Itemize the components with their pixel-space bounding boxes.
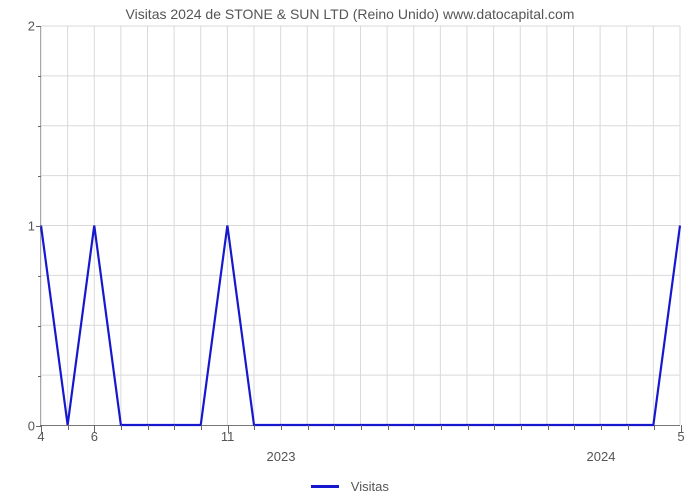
x-tick-label: 11 [221, 425, 235, 444]
chart-title: Visitas 2024 de STONE & SUN LTD (Reino U… [0, 6, 700, 22]
x-year-label: 2023 [267, 449, 296, 464]
legend: Visitas [0, 478, 700, 494]
x-tick-mark [388, 425, 389, 430]
x-tick-mark [628, 425, 629, 430]
x-tick-mark [174, 425, 175, 430]
x-tick-mark [654, 425, 655, 430]
x-tick-mark [548, 425, 549, 430]
x-tick-mark [414, 425, 415, 430]
x-tick-mark [201, 425, 202, 430]
x-tick-mark [494, 425, 495, 430]
x-year-label: 2024 [587, 449, 616, 464]
x-tick-label: 5 [677, 425, 684, 444]
x-tick-label: 6 [91, 425, 98, 444]
y-minor-tick [38, 126, 41, 127]
x-tick-mark [148, 425, 149, 430]
x-tick-mark [601, 425, 602, 430]
x-tick-label: 4 [37, 425, 44, 444]
x-tick-mark [281, 425, 282, 430]
y-minor-tick [38, 76, 41, 77]
y-minor-tick [38, 326, 41, 327]
x-tick-mark [334, 425, 335, 430]
legend-label: Visitas [351, 479, 389, 494]
y-minor-tick [38, 276, 41, 277]
y-minor-tick [38, 176, 41, 177]
x-tick-mark [574, 425, 575, 430]
y-minor-tick [38, 376, 41, 377]
chart-svg [41, 26, 680, 425]
x-tick-mark [68, 425, 69, 430]
x-tick-mark [254, 425, 255, 430]
y-tick-mark [36, 26, 41, 27]
x-tick-mark [361, 425, 362, 430]
x-tick-mark [308, 425, 309, 430]
x-tick-mark [121, 425, 122, 430]
y-tick-mark [36, 226, 41, 227]
x-tick-mark [441, 425, 442, 430]
x-tick-mark [468, 425, 469, 430]
legend-swatch [311, 485, 339, 488]
plot-area: 012 46115 20232024 [40, 26, 680, 426]
x-tick-mark [521, 425, 522, 430]
